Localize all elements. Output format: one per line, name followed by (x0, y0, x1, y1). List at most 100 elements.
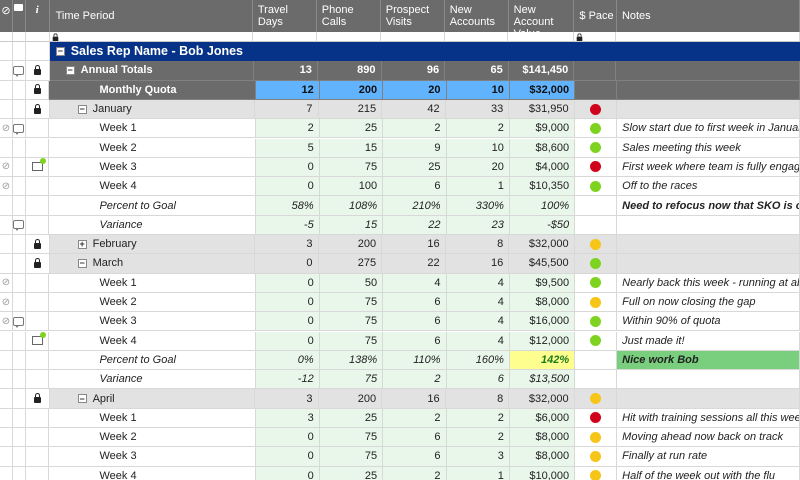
attachment-cell[interactable]: ⊘ (0, 312, 13, 332)
phone-cell[interactable]: 75 (319, 292, 384, 313)
value-cell[interactable]: $31,950 (509, 99, 575, 120)
value-cell[interactable]: $10,350 (509, 177, 576, 197)
accounts-cell[interactable]: 23 (446, 215, 510, 235)
week-row[interactable]: ⊘ Week 4 0 100 6 1 $10,350 Off to the races (0, 177, 800, 197)
prospect-cell[interactable] (381, 42, 445, 62)
notes-cell[interactable]: First week where team is fully engaged (617, 157, 800, 178)
phone-cell[interactable]: 890 (317, 61, 382, 81)
travel-cell[interactable]: 0 (256, 466, 320, 480)
value-cell[interactable]: $8,000 (509, 428, 576, 448)
comment-cell[interactable] (12, 312, 26, 332)
quota-row[interactable]: Monthly Quota 12 200 20 10 $32,000 (0, 80, 800, 100)
notes-cell[interactable]: Just made it! (617, 331, 800, 351)
row-info-cell[interactable] (25, 254, 50, 274)
phone-cell[interactable]: 75 (319, 447, 384, 467)
accounts-cell[interactable]: 4 (446, 273, 510, 293)
row-info-cell[interactable] (25, 350, 50, 371)
prospect-cell[interactable]: 22 (382, 254, 446, 274)
comment-cell[interactable] (12, 157, 26, 178)
value-cell[interactable]: $16,000 (509, 312, 576, 332)
pct-row[interactable]: Percent to Goal 0% 138% 110% 160% 142% Nice wo… (0, 350, 800, 371)
phone-cell[interactable]: 75 (319, 370, 384, 390)
row-info-cell[interactable] (25, 331, 50, 351)
attachment-cell[interactable]: ⊘ (0, 119, 13, 139)
phone-cell[interactable]: 100 (319, 177, 384, 197)
accounts-cell[interactable]: 330% (446, 196, 510, 216)
pace-cell[interactable] (575, 273, 618, 293)
expand-collapse-toggle[interactable]: − (65, 65, 75, 76)
attachment-cell[interactable] (0, 196, 13, 216)
week-row[interactable]: ⊘ Week 2 0 75 6 4 $8,000 Full on now closing th… (0, 292, 800, 313)
pace-cell[interactable] (574, 99, 617, 120)
travel-cell[interactable]: 3 (256, 408, 320, 428)
paperclip-icon[interactable]: ⊘ (1, 277, 11, 289)
comment-cell[interactable] (13, 466, 26, 480)
accounts-cell[interactable]: 33 (445, 99, 510, 120)
accounts-cell[interactable]: 8 (445, 389, 510, 409)
week-row[interactable]: Week 4 0 25 2 1 $10,000 Half of the week out w… (0, 466, 800, 480)
week-row[interactable]: Week 4 0 75 6 4 $12,000 Just made it! (0, 331, 800, 351)
week-row[interactable]: Week 2 5 15 9 10 $8,600 Sales meeting this wee… (0, 138, 800, 158)
comment-icon[interactable] (13, 220, 25, 232)
header-pace[interactable]: $ Pace (574, 0, 617, 32)
attachment-cell[interactable]: ⊘ (0, 177, 13, 197)
value-cell[interactable]: 100% (509, 196, 576, 216)
prospect-cell[interactable]: 9 (383, 138, 447, 158)
time-period-cell[interactable]: Week 3 (49, 447, 257, 467)
travel-cell[interactable]: 5 (256, 138, 320, 158)
travel-cell[interactable]: -5 (256, 215, 320, 235)
travel-cell[interactable]: 0% (256, 350, 320, 371)
accounts-cell[interactable]: 2 (446, 119, 510, 139)
header-prospect-visits[interactable]: Prospect Visits (381, 0, 445, 32)
expand-collapse-toggle[interactable]: − (77, 258, 87, 269)
accounts-cell[interactable]: 1 (446, 177, 510, 197)
accounts-cell[interactable]: 160% (446, 350, 510, 371)
prospect-cell[interactable]: 6 (383, 177, 447, 197)
value-cell[interactable]: $9,500 (509, 273, 576, 293)
value-cell[interactable]: $8,000 (509, 447, 576, 467)
accounts-cell[interactable]: 8 (445, 235, 510, 255)
phone-cell[interactable]: 108% (319, 196, 384, 216)
row-info-cell[interactable] (25, 292, 50, 313)
pct-row[interactable]: Percent to Goal 58% 108% 210% 330% 100% Need t… (0, 196, 800, 216)
comment-icon[interactable] (13, 123, 25, 135)
pace-cell[interactable] (574, 235, 617, 255)
phone-cell[interactable]: 25 (319, 408, 384, 428)
notes-cell[interactable] (617, 215, 800, 235)
value-cell[interactable]: 142% (509, 350, 576, 371)
attachment-cell[interactable] (0, 61, 13, 81)
prospect-cell[interactable]: 2 (383, 370, 447, 390)
row-info-cell[interactable] (25, 99, 50, 120)
month-row[interactable]: − January 7 215 42 33 $31,950 (0, 99, 800, 120)
prospect-cell[interactable]: 96 (381, 61, 446, 81)
week-row[interactable]: ⊘ Week 1 0 50 4 4 $9,500 Nearly back this week … (0, 273, 800, 293)
time-period-cell[interactable]: Week 3 (49, 157, 257, 178)
travel-cell[interactable]: 0 (256, 428, 320, 448)
row-info-cell[interactable] (25, 157, 50, 178)
paperclip-icon[interactable]: ⊘ (1, 296, 11, 308)
prospect-cell[interactable]: 16 (382, 235, 446, 255)
accounts-cell[interactable] (444, 42, 509, 62)
prospect-cell[interactable]: 20 (383, 80, 447, 100)
comment-cell[interactable] (12, 138, 26, 158)
notes-cell[interactable]: Moving ahead now back on track (617, 428, 800, 448)
row-info-cell[interactable] (25, 235, 50, 255)
paperclip-icon[interactable]: ⊘ (1, 315, 11, 327)
update-request-icon[interactable] (31, 332, 46, 346)
time-period-cell[interactable]: Week 4 (49, 177, 257, 197)
notes-cell[interactable]: Full on now closing the gap (617, 292, 800, 313)
comment-cell[interactable] (12, 119, 26, 139)
value-cell[interactable]: $12,000 (509, 331, 576, 351)
phone-cell[interactable]: 50 (319, 273, 384, 293)
prospect-cell[interactable]: 16 (382, 389, 446, 409)
pace-cell[interactable] (574, 254, 617, 274)
phone-cell[interactable]: 75 (319, 331, 384, 351)
pace-cell[interactable] (575, 138, 618, 158)
value-cell[interactable]: $9,000 (509, 119, 576, 139)
row-info-cell[interactable] (25, 408, 50, 428)
attachment-cell[interactable] (0, 331, 13, 351)
accounts-cell[interactable]: 4 (446, 312, 510, 332)
phone-cell[interactable]: 15 (319, 138, 384, 158)
notes-cell[interactable] (616, 389, 800, 409)
time-period-cell[interactable]: Monthly Quota (49, 80, 257, 100)
